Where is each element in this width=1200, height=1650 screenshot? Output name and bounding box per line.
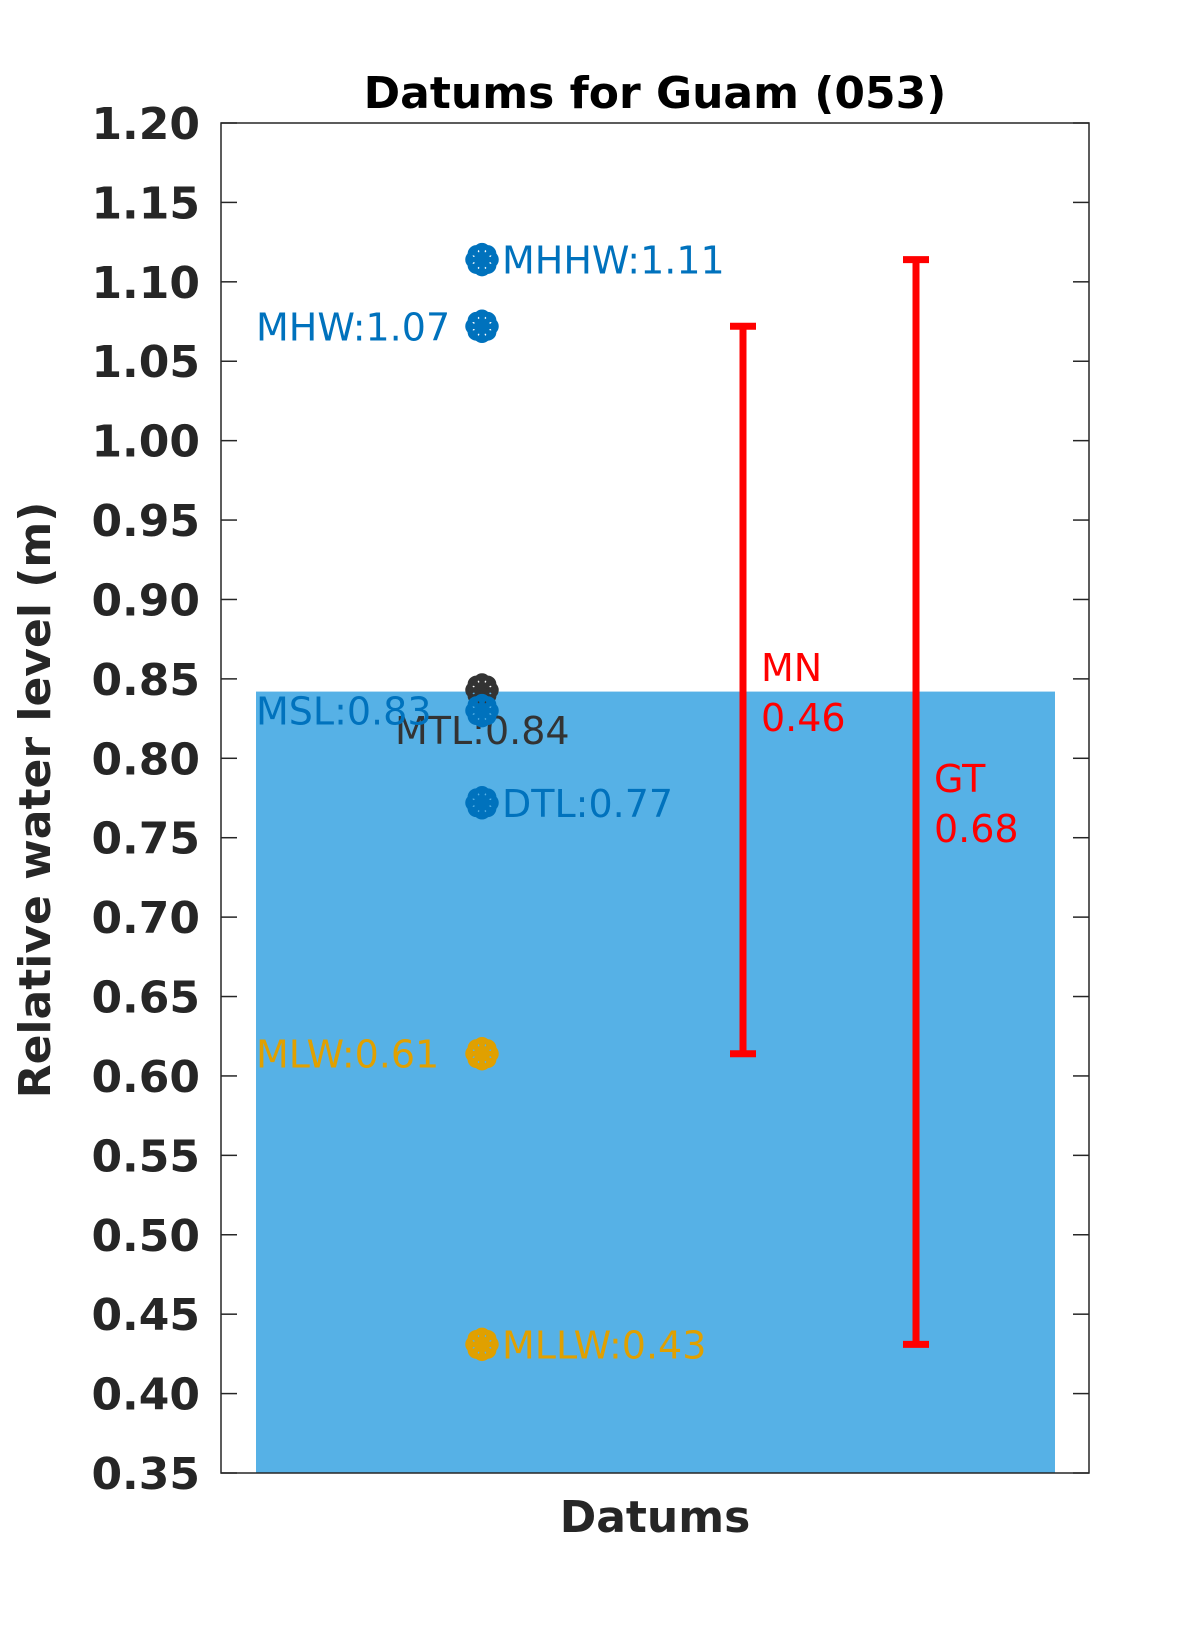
datum-marker [478, 675, 497, 694]
datum-msl: MSL:0.83 [256, 690, 499, 734]
x-axis-label: Datums [560, 1492, 751, 1543]
datum-label: DTL:0.77 [502, 782, 673, 826]
y-tick-label: 0.85 [91, 655, 200, 706]
datum-marker [478, 1329, 497, 1348]
datum-mlw: MLW:0.61 [256, 1033, 499, 1077]
y-tick-label: 0.55 [91, 1131, 200, 1182]
range-gt: GT 0.68 [903, 256, 1019, 1348]
range-label-value: 0.46 [761, 696, 846, 740]
range-label-name: GT [934, 757, 986, 801]
y-tick-label: 1.05 [91, 337, 200, 388]
y-tick-label: 0.60 [91, 1052, 200, 1103]
y-tick-label: 1.00 [91, 417, 200, 468]
y-tick-label: 0.65 [91, 973, 200, 1024]
datum-label: MSL:0.83 [256, 690, 432, 734]
y-tick-label: 1.10 [91, 258, 200, 309]
datum-marker [478, 245, 497, 263]
y-tick-label: 0.75 [91, 814, 200, 865]
tidal-ranges: MN 0.46 GT 0.68 [730, 256, 1019, 1348]
y-axis-ticks: 0.35 0.40 0.45 0.50 0.55 0.60 0.65 0.70 0.75 0.80… [91, 99, 1089, 1500]
range-label-value: 0.68 [934, 807, 1019, 851]
chart-title: Datums for Guam (053) [364, 68, 947, 119]
datum-label: MLW:0.61 [256, 1033, 439, 1077]
datum-marker [478, 1039, 497, 1057]
y-tick-label: 0.70 [91, 893, 200, 944]
datum-marker [478, 696, 497, 714]
y-tick-label: 0.90 [91, 575, 200, 626]
y-tick-label: 0.50 [91, 1211, 200, 1262]
y-tick-label: 0.95 [91, 496, 200, 547]
y-tick-label: 0.40 [91, 1370, 200, 1421]
y-axis-label: Relative water level (m) [10, 502, 61, 1099]
datum-mhhw: MHHW:1.11 [465, 239, 725, 283]
range-mn: MN 0.46 [730, 322, 846, 1058]
datum-label: MHW:1.07 [256, 305, 450, 349]
datum-marker [478, 311, 497, 330]
y-tick-label: 0.80 [91, 734, 200, 785]
y-tick-label: 1.15 [91, 178, 200, 229]
y-tick-label: 0.45 [91, 1290, 200, 1341]
datum-mllw: MLLW:0.43 [465, 1323, 706, 1367]
datum-label: MHHW:1.11 [502, 239, 725, 283]
datum-dtl: DTL:0.77 [465, 782, 673, 826]
datum-marker [478, 788, 497, 806]
y-tick-label: 1.20 [91, 99, 200, 150]
range-label-name: MN [761, 646, 822, 690]
y-tick-label: 0.35 [91, 1449, 200, 1500]
datum-points: MHHW:1.11MHW:1.07MTL:0.84MSL:0.83DTL:0.7… [256, 239, 725, 1368]
plot-frame [220, 122, 1090, 1474]
datum-label: MLLW:0.43 [502, 1323, 706, 1367]
datum-mhw: MHW:1.07 [256, 305, 499, 349]
